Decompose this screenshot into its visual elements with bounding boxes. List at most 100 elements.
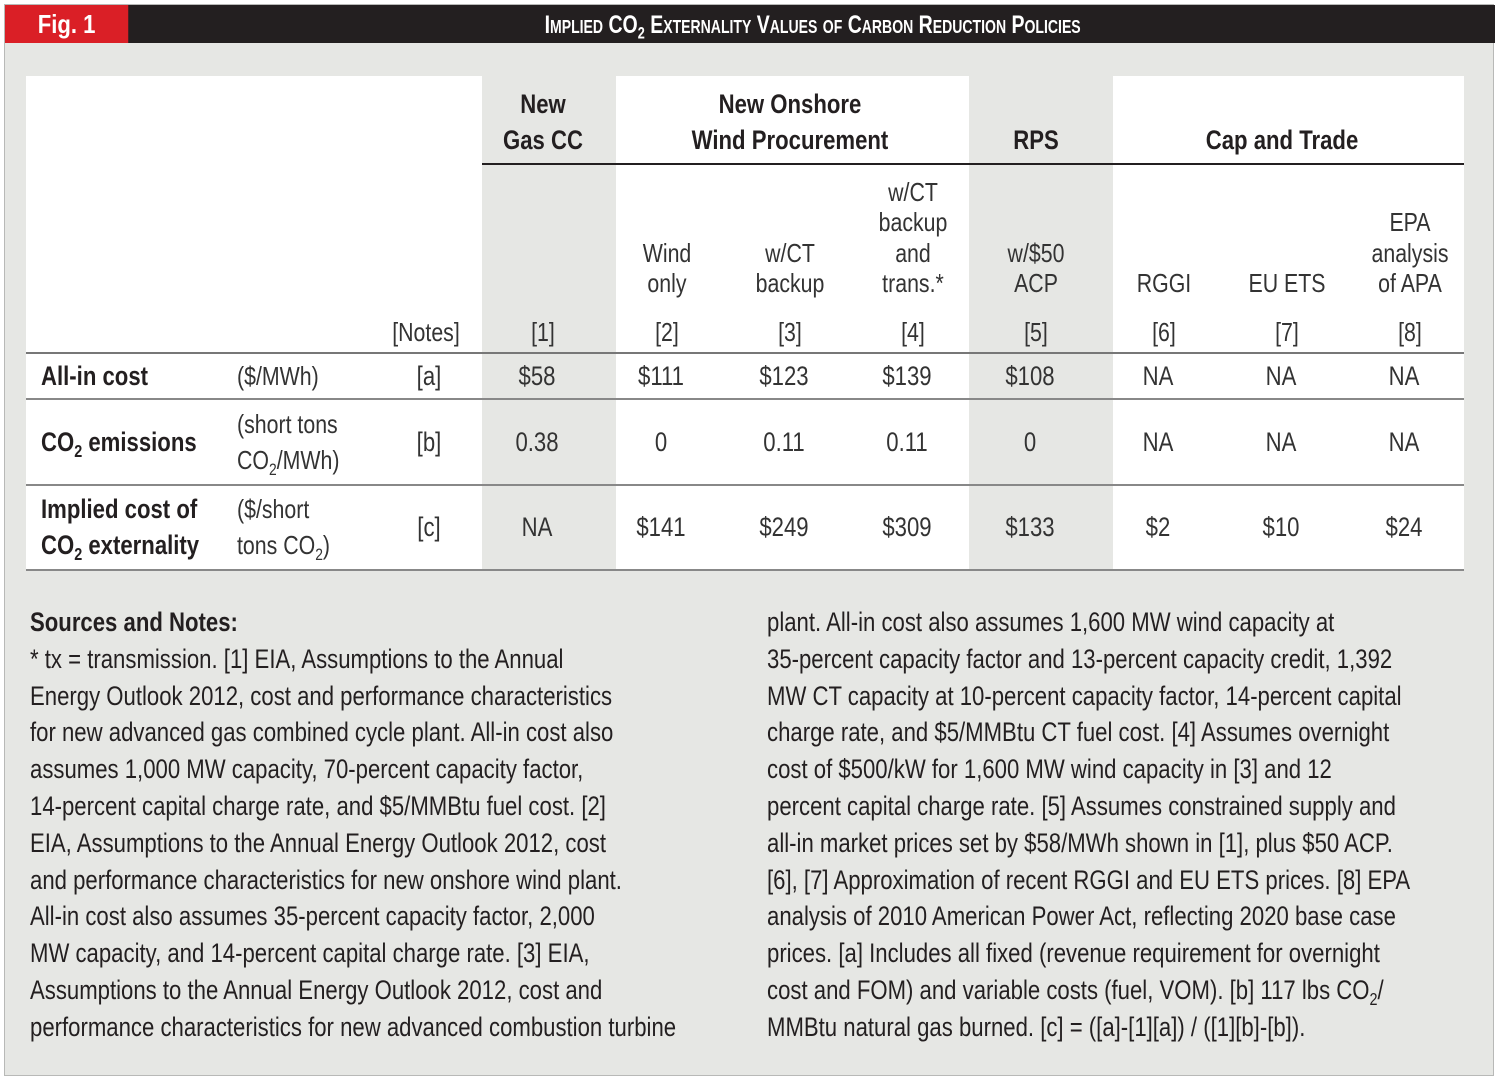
row-label: Implied cost of (41, 494, 198, 524)
table-bottom-rule (26, 569, 1464, 571)
note-line: for new advanced gas combined cycle plan… (30, 717, 614, 748)
table-cell: NA (1388, 361, 1420, 391)
notes-title: Sources and Notes: (30, 607, 238, 637)
column-header-line: backup (878, 207, 948, 237)
table-cell: NA (1142, 427, 1174, 457)
shaded-column-band (969, 76, 1113, 570)
column-header-line: EPA (1389, 207, 1431, 237)
column-header-line: RGGI (1136, 268, 1192, 298)
title-bar: Fig. 1 Implied CO2 Externality Values of… (5, 5, 1495, 43)
note-line: percent capital charge rate. [5] Assumes… (767, 790, 1396, 821)
column-ref: [4] (901, 317, 925, 347)
column-header-line: analysis (1371, 237, 1449, 268)
note-line: performance characteristics for new adva… (30, 1011, 677, 1042)
row-note-ref: [b] (416, 427, 442, 457)
group-header: Cap and Trade (1205, 125, 1359, 155)
note-line: * tx = transmission. [1] EIA, Assumption… (30, 643, 564, 674)
group-header-line1: New Onshore (718, 89, 862, 119)
title-part: Implied CO (544, 11, 638, 39)
note-line: All-in cost also assumes 35-percent capa… (30, 901, 595, 932)
table-cell: $58 (518, 361, 556, 391)
note-line: cost and FOM) and variable costs (fuel, … (767, 974, 1384, 1010)
note-line: analysis of 2010 American Power Act, ref… (767, 901, 1396, 932)
table-cell: NA (1265, 361, 1297, 391)
table-cell: NA (521, 512, 553, 542)
table-cell: NA (1142, 361, 1174, 391)
table-cell: 0.11 (886, 427, 928, 457)
notes-header: [Notes] (392, 317, 460, 347)
column-ref: [7] (1275, 317, 1299, 347)
note-line: 35-percent capacity factor and 13-percen… (767, 643, 1393, 674)
note-line: charge rate, and $5/MMBtu CT fuel cost. … (767, 717, 1390, 748)
group-header: RPS (1013, 125, 1059, 155)
column-header-line: ACP (1014, 268, 1058, 298)
table-cell: $133 (1005, 512, 1055, 542)
note-line: and performance characteristics for new … (30, 864, 622, 895)
figure-label: Fig. 1 (5, 5, 129, 43)
column-header-line: of APA (1378, 268, 1442, 298)
table-cell: $309 (882, 512, 932, 542)
column-ref: [3] (778, 317, 802, 347)
table-cell: $10 (1262, 512, 1300, 542)
group-header: Gas CC (502, 125, 583, 155)
row-note-ref: [a] (416, 361, 442, 391)
table-cell: $123 (759, 361, 809, 391)
row-label: CO2 emissions (41, 427, 197, 462)
title-part: Externality Values of Carbon Reduction P… (644, 11, 1081, 39)
table-cell: $141 (636, 512, 686, 542)
note-line: cost of $500/kW for 1,600 MW wind capaci… (767, 754, 1332, 785)
column-header-line: EU ETS (1248, 268, 1326, 298)
table-cell: $108 (1005, 361, 1055, 391)
shaded-column-band (482, 76, 616, 570)
column-header-line: w/CT (888, 176, 938, 207)
row-unit: (short tons (237, 409, 338, 439)
table-cell: NA (1388, 427, 1420, 457)
note-line: [6], [7] Approximation of recent RGGI an… (767, 864, 1411, 895)
column-ref: [2] (655, 317, 679, 347)
row-unit-line2: tons CO2) (237, 530, 331, 564)
row-unit: ($/short (237, 494, 310, 524)
notes-right: plant. All-in cost also assumes 1,600 MW… (767, 604, 1500, 1046)
data-table: New Gas CC New Onshore Wind Procurement RPS C… (26, 76, 1464, 571)
column-header-line: w/CT (765, 237, 815, 268)
table-cell: $2 (1145, 512, 1171, 542)
table-cell: 0 (1023, 427, 1037, 457)
table-cell: 0 (654, 427, 668, 457)
group-header-rule (482, 163, 1464, 165)
column-ref: [8] (1398, 317, 1422, 347)
row-divider (26, 484, 1464, 486)
column-header-line: backup (755, 268, 825, 298)
note-line: prices. [a] Includes all fixed (revenue … (767, 938, 1380, 969)
note-line: MW CT capacity at 10-percent capacity fa… (767, 680, 1402, 711)
row-divider (26, 398, 1464, 400)
table-cell: $24 (1385, 512, 1423, 542)
note-line: EIA, Assumptions to the Annual Energy Ou… (30, 827, 606, 858)
table-cell: $139 (882, 361, 932, 391)
group-header-line1: New (520, 89, 566, 119)
note-line: 14-percent capital charge rate, and $5/M… (30, 790, 606, 821)
note-line: Energy Outlook 2012, cost and performanc… (30, 680, 613, 711)
table-cell: $249 (759, 512, 809, 542)
row-unit: ($/MWh) (237, 361, 319, 391)
column-ref: [5] (1024, 317, 1048, 347)
row-note-ref: [c] (417, 512, 441, 542)
row-unit-line2: CO2/MWh) (237, 445, 340, 479)
column-header-line: and (895, 237, 931, 268)
header-rule (26, 352, 1464, 354)
column-ref: [6] (1152, 317, 1176, 347)
row-label: All-in cost (41, 361, 149, 391)
column-header-line: w/$50 (1007, 237, 1065, 268)
note-line: MMBtu natural gas burned. [c] = ([a]-[1]… (767, 1011, 1306, 1042)
column-header-line: only (647, 268, 687, 298)
note-line: plant. All-in cost also assumes 1,600 MW… (767, 607, 1335, 637)
column-header-line: trans.* (882, 268, 944, 298)
column-ref: [1] (531, 317, 555, 347)
notes-left: Sources and Notes: * tx = transmission. [… (30, 604, 890, 1046)
group-header: Wind Procurement (691, 125, 889, 155)
note-line: MW capacity, and 14-percent capital char… (30, 938, 590, 969)
column-header-line: Wind (642, 237, 692, 268)
table-cell: 0.11 (763, 427, 805, 457)
table-cell: $111 (638, 361, 684, 391)
table-cell: NA (1265, 427, 1297, 457)
note-line: assumes 1,000 MW capacity, 70-percent ca… (30, 754, 584, 785)
